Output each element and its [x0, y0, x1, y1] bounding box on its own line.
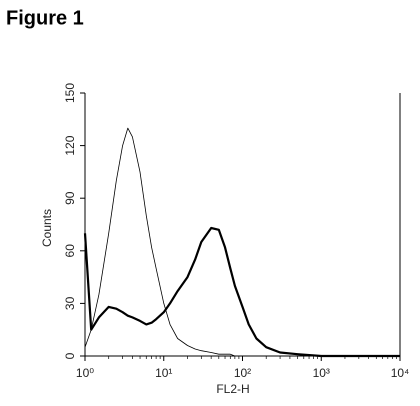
y-tick-label: 150: [63, 83, 77, 103]
histogram-line: [83, 226, 400, 358]
figure-title: Figure 1: [6, 7, 84, 29]
y-tick-label: 30: [63, 296, 77, 310]
y-axis-label: Counts: [40, 209, 54, 247]
x-axis-label: FL2-H: [216, 382, 249, 396]
y-tick-label: 0: [63, 352, 77, 359]
y-tick-label: 60: [63, 244, 77, 258]
x-tick-label: 10²: [234, 366, 251, 380]
x-tick-label: 10⁰: [76, 366, 94, 380]
x-tick-label: 10⁴: [391, 366, 410, 380]
y-tick-label: 90: [63, 191, 77, 205]
x-tick-label: 10¹: [155, 366, 172, 380]
histogram-line: [84, 127, 400, 357]
x-tick-label: 10³: [313, 366, 330, 380]
y-tick-label: 120: [63, 135, 77, 155]
